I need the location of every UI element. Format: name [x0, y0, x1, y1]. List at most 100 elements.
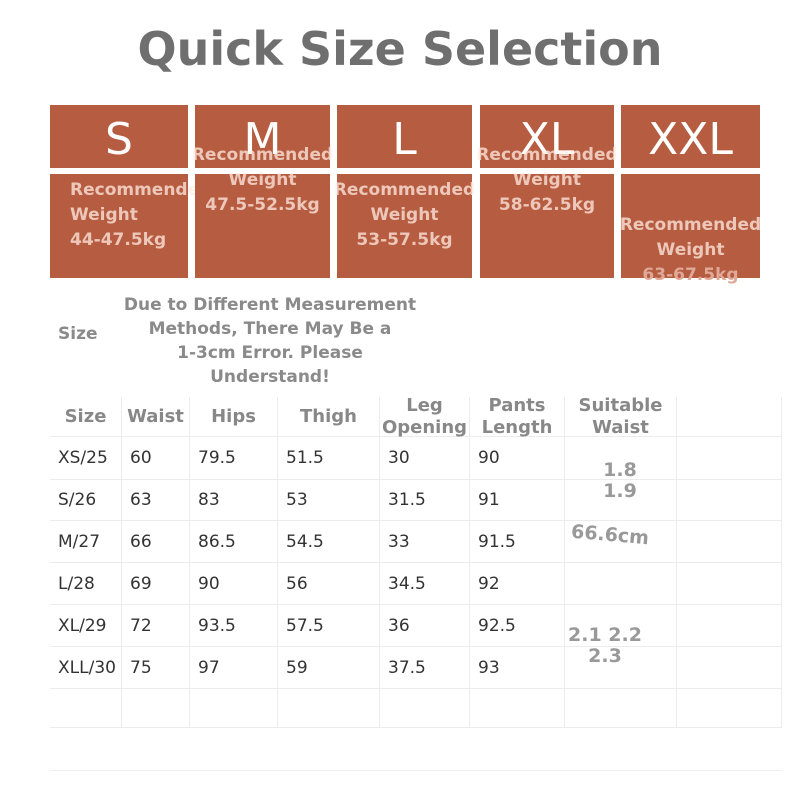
- table-header: Size: [50, 397, 122, 437]
- table-cell: [565, 437, 677, 480]
- table-cell: [677, 647, 782, 689]
- table-cell: 31.5: [380, 480, 470, 521]
- overlay-text: 1.8 1.9: [603, 459, 637, 502]
- table-cell: 93.5: [190, 605, 278, 647]
- size-card: [50, 105, 188, 168]
- weight-text: Weight: [228, 170, 297, 190]
- table-cell: XL/29: [50, 605, 122, 647]
- table-cell: [677, 397, 782, 437]
- table-cell: [565, 563, 677, 605]
- overlay-text: 2.1 2.2 2.3: [568, 624, 642, 667]
- table-cell: [677, 480, 782, 521]
- size-letter: XL: [519, 114, 575, 165]
- table-cell: [565, 647, 677, 689]
- table-cell: 36: [380, 605, 470, 647]
- table-cell: [677, 605, 782, 647]
- table-cell: [677, 521, 782, 563]
- table-header: Thigh: [278, 397, 380, 437]
- weight-text: Recommended: [70, 180, 212, 200]
- table-cell: 72: [122, 605, 190, 647]
- size-letter: XXL: [648, 114, 733, 165]
- weight-text: Recommended: [476, 145, 618, 165]
- table-header: Leg Opening: [380, 395, 470, 438]
- table-cell: M/27: [50, 521, 122, 563]
- table-cell: XS/25: [50, 437, 122, 480]
- note-line: 1-3cm Error. Please: [177, 343, 363, 363]
- table-cell: [565, 605, 677, 647]
- table-cell: 60: [122, 437, 190, 480]
- table-cell: 75: [122, 647, 190, 689]
- table-cell: 69: [122, 563, 190, 605]
- table-cell: 30: [380, 437, 470, 480]
- table-cell: 53: [278, 480, 380, 521]
- table-cell: 97: [190, 647, 278, 689]
- weight-text: Weight: [70, 205, 138, 225]
- table-cell: 66: [122, 521, 190, 563]
- weight-text: 44-47.5kg: [70, 230, 167, 250]
- table-cell: S/26: [50, 480, 122, 521]
- table-cell: [677, 689, 782, 728]
- table-cell: 83: [190, 480, 278, 521]
- table-cell: [677, 437, 782, 480]
- weight-text: Recommended: [333, 180, 476, 200]
- table-cell: 56: [278, 563, 380, 605]
- size-card: [480, 105, 614, 168]
- table-header: Pants Length: [470, 395, 565, 438]
- table-cell: [565, 480, 677, 521]
- weight-text: 63-67.5kg: [642, 265, 739, 285]
- table-cell: [122, 689, 190, 728]
- weight-card: [337, 174, 472, 278]
- table-cell: 90: [470, 437, 565, 480]
- weight-card: [50, 174, 188, 278]
- table-cell: 57.5: [278, 605, 380, 647]
- size-label: Size: [58, 324, 98, 344]
- table-cell: [190, 689, 278, 728]
- table-cell: [50, 689, 122, 728]
- table-cell: 86.5: [190, 521, 278, 563]
- table-cell: [677, 563, 782, 605]
- weight-text: Recommended: [619, 215, 762, 235]
- table-cell: [565, 521, 677, 563]
- table-cell: 51.5: [278, 437, 380, 480]
- table-cell: 34.5: [380, 563, 470, 605]
- divider: [50, 770, 782, 771]
- weight-text: 58-62.5kg: [498, 195, 596, 215]
- table-cell: 54.5: [278, 521, 380, 563]
- title: Quick Size Selection: [137, 22, 663, 76]
- weight-text: Weight: [370, 205, 439, 225]
- weight-text: Recommended: [191, 145, 334, 165]
- size-letter: M: [243, 114, 282, 165]
- table-cell: [380, 689, 470, 728]
- weight-card: [195, 174, 330, 278]
- table-cell: 92.5: [470, 605, 565, 647]
- table-cell: L/28: [50, 563, 122, 605]
- size-card: [337, 105, 472, 168]
- weight-text: Weight: [656, 240, 725, 260]
- table-header: Suitable Waist: [565, 395, 677, 438]
- table-cell: XLL/30: [50, 647, 122, 689]
- table-cell: [470, 689, 565, 728]
- table-cell: 93: [470, 647, 565, 689]
- table-cell: 63: [122, 480, 190, 521]
- table-header: Hips: [190, 397, 278, 437]
- table-cell: 92: [470, 563, 565, 605]
- table-cell: [565, 689, 677, 728]
- note-line: Understand!: [210, 367, 330, 387]
- table-cell: 91.5: [470, 521, 565, 563]
- weight-text: Weight: [513, 170, 581, 190]
- table-cell: 33: [380, 521, 470, 563]
- weight-text: 47.5-52.5kg: [205, 195, 320, 215]
- size-card: [195, 105, 330, 168]
- table-cell: 91: [470, 480, 565, 521]
- weight-text: 53-57.5kg: [356, 230, 453, 250]
- size-card: [621, 105, 760, 168]
- table-cell: 37.5: [380, 647, 470, 689]
- size-letter: L: [392, 114, 417, 165]
- table-header: Waist: [122, 397, 190, 437]
- size-letter: S: [105, 114, 133, 165]
- table-cell: 90: [190, 563, 278, 605]
- note-line: Methods, There May Be a: [148, 319, 392, 339]
- note-line: Due to Different Measurement: [123, 295, 417, 315]
- table-cell: 79.5: [190, 437, 278, 480]
